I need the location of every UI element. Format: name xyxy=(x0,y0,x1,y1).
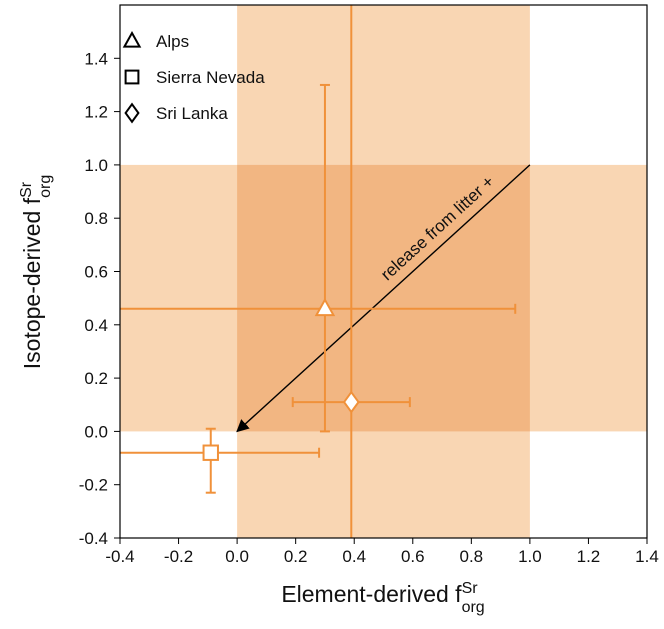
x-tick-label: 1.4 xyxy=(635,547,659,566)
y-tick-label: 1.2 xyxy=(84,103,108,122)
x-tick-label: -0.2 xyxy=(164,547,193,566)
x-label-text: Element-derived f xyxy=(281,581,462,607)
y-tick-label: 0.0 xyxy=(84,422,108,441)
y-tick-label: 0.8 xyxy=(84,209,108,228)
point xyxy=(314,297,336,317)
x-label-sup: Sr xyxy=(462,580,479,597)
x-tick-label: 0.0 xyxy=(225,547,249,566)
y-tick-label: 0.6 xyxy=(84,263,108,282)
plot-frame xyxy=(119,4,648,539)
x-tick-label: 0.8 xyxy=(460,547,484,566)
point xyxy=(342,390,360,414)
legend-marker xyxy=(124,69,140,85)
plot-area xyxy=(120,5,647,538)
y-tick-label: 1.4 xyxy=(84,49,108,68)
legend-marker xyxy=(122,30,142,48)
x-axis-label: Element-derived fSr org xyxy=(281,580,484,616)
x-tick-label: 0.4 xyxy=(342,547,366,566)
y-label-text: Isotope-derived f xyxy=(19,197,45,369)
x-tick-label: 0.2 xyxy=(284,547,308,566)
legend-label: Sierra Nevada xyxy=(156,68,265,87)
x-tick-label: -0.4 xyxy=(105,547,134,566)
y-tick-label: 1.0 xyxy=(84,156,108,175)
x-tick-label: 0.6 xyxy=(401,547,425,566)
legend-label: Sri Lanka xyxy=(156,104,228,123)
point xyxy=(202,444,219,461)
legend-marker xyxy=(124,102,140,124)
y-axis-label: Isotope-derived fSr org xyxy=(18,175,54,369)
x-label-sub: org xyxy=(462,599,485,616)
legend-label: Alps xyxy=(156,32,189,51)
y-tick-label: 0.2 xyxy=(84,369,108,388)
arrow xyxy=(236,164,531,433)
x-tick-label: 1.2 xyxy=(577,547,601,566)
y-tick-label: 0.4 xyxy=(84,316,108,335)
y-tick-label: -0.4 xyxy=(79,529,108,548)
y-label-sup: Sr xyxy=(18,181,35,198)
y-label-sub: org xyxy=(37,175,54,198)
y-tick-label: -0.2 xyxy=(79,476,108,495)
x-tick-label: 1.0 xyxy=(518,547,542,566)
